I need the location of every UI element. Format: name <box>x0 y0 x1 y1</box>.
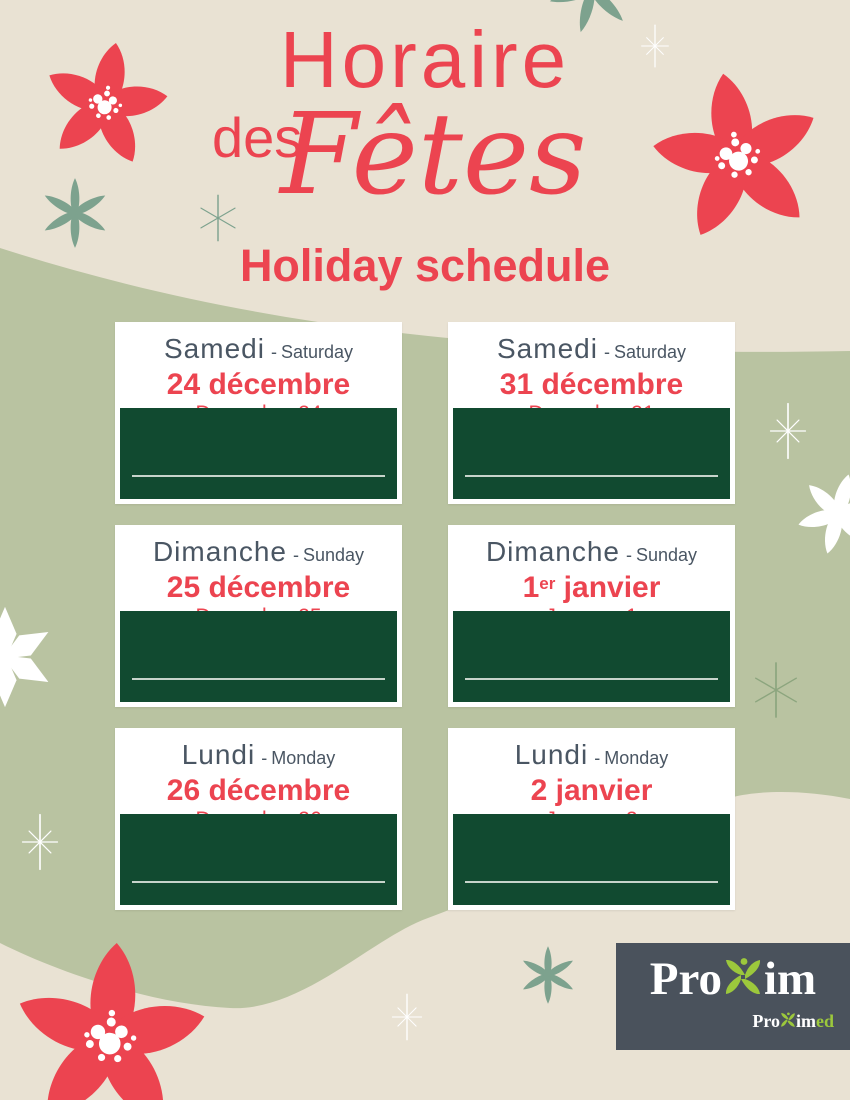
hours-writing-area <box>453 408 730 499</box>
day-name-french: Lundi <box>514 739 589 770</box>
proxim-x-petals-icon <box>725 958 761 995</box>
day-name-french: Lundi <box>181 739 256 770</box>
write-line <box>465 881 718 883</box>
hours-writing-area <box>120 814 397 905</box>
sparkle-icon <box>391 993 423 1041</box>
proxim-logo: Pro im Pro <box>616 943 850 1050</box>
proxim-x-petals-icon <box>781 1012 795 1027</box>
schedule-card-dec-25: Dimanche-Sunday 25 décembre December 25 <box>115 525 402 707</box>
schedule-card-dec-26: Lundi-Monday 26 décembre December 26 <box>115 728 402 910</box>
date-french: 25 décembre <box>166 571 351 604</box>
write-line <box>132 678 385 680</box>
day-name-english: Saturday <box>613 342 686 362</box>
write-line <box>465 678 718 680</box>
sparkle-icon <box>21 813 59 871</box>
title-french-line2: des <box>212 106 303 169</box>
date-french: 31 décembre <box>499 368 684 401</box>
hours-writing-area <box>120 408 397 499</box>
day-separator: - <box>626 545 632 565</box>
date-french: 2 janvier <box>530 774 653 807</box>
title-english: Holiday schedule <box>239 240 611 291</box>
day-separator: - <box>261 748 268 768</box>
brand-text-pre: Pro <box>649 952 722 1005</box>
schedule-card-jan-1: Dimanche-Sunday 1er janvier January 1 <box>448 525 735 707</box>
leaf-star-icon <box>521 946 575 1004</box>
proxim-wordmark: Pro im <box>616 951 850 1007</box>
day-separator: - <box>270 342 277 362</box>
sparkle-icon <box>200 194 236 242</box>
day-name-french: Dimanche <box>152 536 287 567</box>
card-header: Dimanche-Sunday 25 décembre December 25 <box>115 525 402 627</box>
sub-brand-text-suffix: ed <box>816 1011 834 1031</box>
write-line <box>132 881 385 883</box>
date-french: 1er janvier <box>522 571 661 604</box>
sparkle-icon <box>754 662 798 718</box>
flower-icon <box>0 606 55 708</box>
schedule-card-dec-31: Samedi-Saturday 31 décembre December 31 <box>448 322 735 504</box>
leaf-star-icon <box>42 178 108 248</box>
day-name-english: Sunday <box>303 545 365 565</box>
title-french-line3: Fêtes <box>280 90 587 220</box>
proximed-wordmark: Pro im ed <box>752 1009 834 1033</box>
day-separator: - <box>293 545 299 565</box>
write-line <box>465 475 718 477</box>
date-french: 26 décembre <box>166 774 351 807</box>
sub-brand-text-mid: im <box>796 1011 816 1031</box>
title-french-line1: Horaire <box>279 15 571 104</box>
day-separator: - <box>603 342 610 362</box>
day-name-french: Dimanche <box>485 536 620 567</box>
day-name-english: Monday <box>604 748 669 768</box>
day-name-english: Saturday <box>280 342 353 362</box>
card-header: Dimanche-Sunday 1er janvier January 1 <box>448 525 735 627</box>
day-name-french: Samedi <box>497 333 598 364</box>
brand-text-post: im <box>764 952 817 1005</box>
card-header: Samedi-Saturday 31 décembre December 31 <box>448 322 735 424</box>
hours-writing-area <box>453 814 730 905</box>
card-header: Lundi-Monday 2 janvier January 2 <box>448 728 735 830</box>
flower-icon <box>789 464 850 564</box>
poinsettia-icon <box>4 936 216 1100</box>
day-name-english: Monday <box>271 748 336 768</box>
write-line <box>132 475 385 477</box>
card-header: Lundi-Monday 26 décembre December 26 <box>115 728 402 830</box>
day-name-english: Sunday <box>636 545 698 565</box>
schedule-card-dec-24: Samedi-Saturday 24 décembre December 24 <box>115 322 402 504</box>
hours-writing-area <box>120 611 397 702</box>
sub-brand-text-pre: Pro <box>752 1011 780 1031</box>
sparkle-icon <box>769 402 807 460</box>
card-header: Samedi-Saturday 24 décembre December 24 <box>115 322 402 424</box>
date-french: 24 décembre <box>166 368 351 401</box>
day-name-french: Samedi <box>164 333 265 364</box>
day-separator: - <box>594 748 601 768</box>
schedule-card-jan-2: Lundi-Monday 2 janvier January 2 <box>448 728 735 910</box>
hours-writing-area <box>453 611 730 702</box>
